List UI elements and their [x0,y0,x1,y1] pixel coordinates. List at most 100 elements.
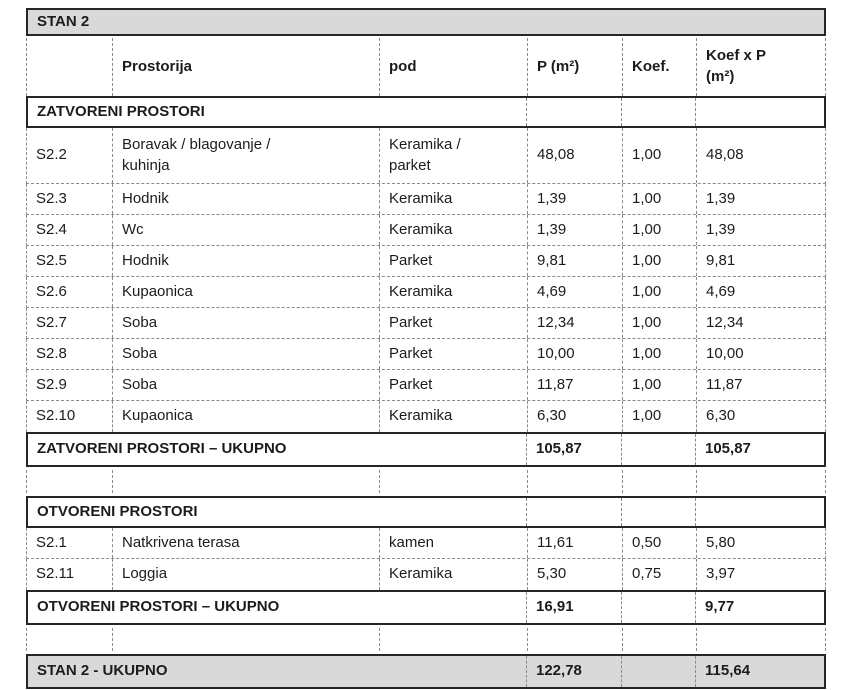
table-row: S2.8 Soba Parket 10,00 1,00 10,00 [26,339,826,370]
row-area: 1,39 [527,215,622,245]
row-floor: Keramika [379,184,527,214]
row-result: 5,80 [696,528,825,558]
total-label: OTVORENI PROSTORI – UKUPNO [37,598,280,616]
row-coef: 1,00 [622,128,696,183]
empty-cell [621,498,695,526]
row-name: Soba [112,339,379,369]
row-name: Boravak / blagovanje / kuhinja [112,128,379,183]
row-result: 3,97 [696,559,825,590]
empty-cell [622,470,696,493]
row-floor: Keramika [379,401,527,432]
row-coef: 1,00 [622,370,696,400]
row-result: 48,08 [696,128,825,183]
row-code: S2.8 [36,344,67,362]
table-row: S2.10 Kupaonica Keramika 6,30 1,00 6,30 [26,401,826,432]
row-result: 12,34 [696,308,825,338]
row-floor: Parket [379,370,527,400]
table-row: S2.6 Kupaonica Keramika 4,69 1,00 4,69 [26,277,826,308]
empty-cell [696,628,825,651]
row-coef: 1,00 [622,277,696,307]
table-row: S2.3 Hodnik Keramika 1,39 1,00 1,39 [26,184,826,215]
row-floor: Parket [379,339,527,369]
spacer-row [26,628,826,651]
row-floor: Parket [379,308,527,338]
table-row: S2.5 Hodnik Parket 9,81 1,00 9,81 [26,246,826,277]
row-code: S2.10 [36,407,76,425]
table-row: S2.11 Loggia Keramika 5,30 0,75 3,97 [26,559,826,590]
section-header-row-zatvoreni: ZATVORENI PROSTORI [26,96,826,128]
row-code: S2.11 [36,565,75,583]
grand-total-result: 115,64 [695,656,824,687]
row-name: Soba [112,308,379,338]
row-result: 11,87 [696,370,825,400]
grand-total-coef [621,656,695,687]
empty-cell [526,498,621,526]
row-name: Natkrivena terasa [112,528,379,558]
row-coef: 1,00 [622,246,696,276]
column-header-pod: pod [379,38,527,96]
row-area: 5,30 [527,559,622,590]
total-coef [621,592,695,623]
empty-cell [379,470,527,493]
row-code: S2.1 [36,533,67,551]
total-row-otvoreni: OTVORENI PROSTORI – UKUPNO 16,91 9,77 [26,590,826,625]
row-floor: kamen [379,528,527,558]
empty-cell [526,98,621,126]
row-code: S2.6 [36,282,67,300]
row-result: 6,30 [696,401,825,432]
table-row: S2.2 Boravak / blagovanje / kuhinja Kera… [26,128,826,184]
empty-cell [622,628,696,651]
grand-total-area: 122,78 [526,656,621,687]
row-code: S2.4 [36,220,67,238]
empty-cell [27,628,112,651]
row-area: 10,00 [527,339,622,369]
row-area: 9,81 [527,246,622,276]
column-header-p: P (m²) [527,38,622,96]
table-title-row: STAN 2 [26,8,826,36]
empty-cell [527,470,622,493]
row-result: 10,00 [696,339,825,369]
row-name: Kupaonica [112,401,379,432]
total-label: ZATVORENI PROSTORI – UKUPNO [37,440,287,458]
total-coef [621,434,695,465]
row-area: 48,08 [527,128,622,183]
column-header-row: Prostorija pod P (m²) Koef. Koef x P (m²… [26,38,826,96]
section-header-row-otvoreni: OTVORENI PROSTORI [26,496,826,528]
empty-cell [695,98,824,126]
spacer-row [26,470,826,493]
empty-cell [695,498,824,526]
row-name: Hodnik [112,184,379,214]
row-area: 11,87 [527,370,622,400]
row-area: 6,30 [527,401,622,432]
column-header-koefxp: Koef x P (m²) [696,38,825,96]
row-result: 1,39 [696,184,825,214]
table-title: STAN 2 [28,10,824,34]
row-floor: Keramika [379,277,527,307]
row-floor: Keramika [379,215,527,245]
row-name: Hodnik [112,246,379,276]
row-code: S2.5 [36,251,67,269]
row-coef: 1,00 [622,401,696,432]
row-result: 4,69 [696,277,825,307]
row-name: Wc [112,215,379,245]
row-floor: Keramika / parket [379,128,527,183]
row-area: 4,69 [527,277,622,307]
row-floor: Keramika [379,559,527,590]
row-coef: 1,00 [622,308,696,338]
empty-cell [527,628,622,651]
total-result: 105,87 [695,434,824,465]
row-area: 12,34 [527,308,622,338]
table-row: S2.4 Wc Keramika 1,39 1,00 1,39 [26,215,826,246]
grand-total-label: STAN 2 - UKUPNO [28,656,526,687]
total-area: 16,91 [526,592,621,623]
row-coef: 0,75 [622,559,696,590]
column-header-koef: Koef. [622,38,696,96]
row-area: 1,39 [527,184,622,214]
empty-cell [27,470,112,493]
empty-cell [621,98,695,126]
total-area: 105,87 [526,434,621,465]
empty-cell [696,470,825,493]
total-result: 9,77 [695,592,824,623]
section-header-label: ZATVORENI PROSTORI [37,102,205,120]
